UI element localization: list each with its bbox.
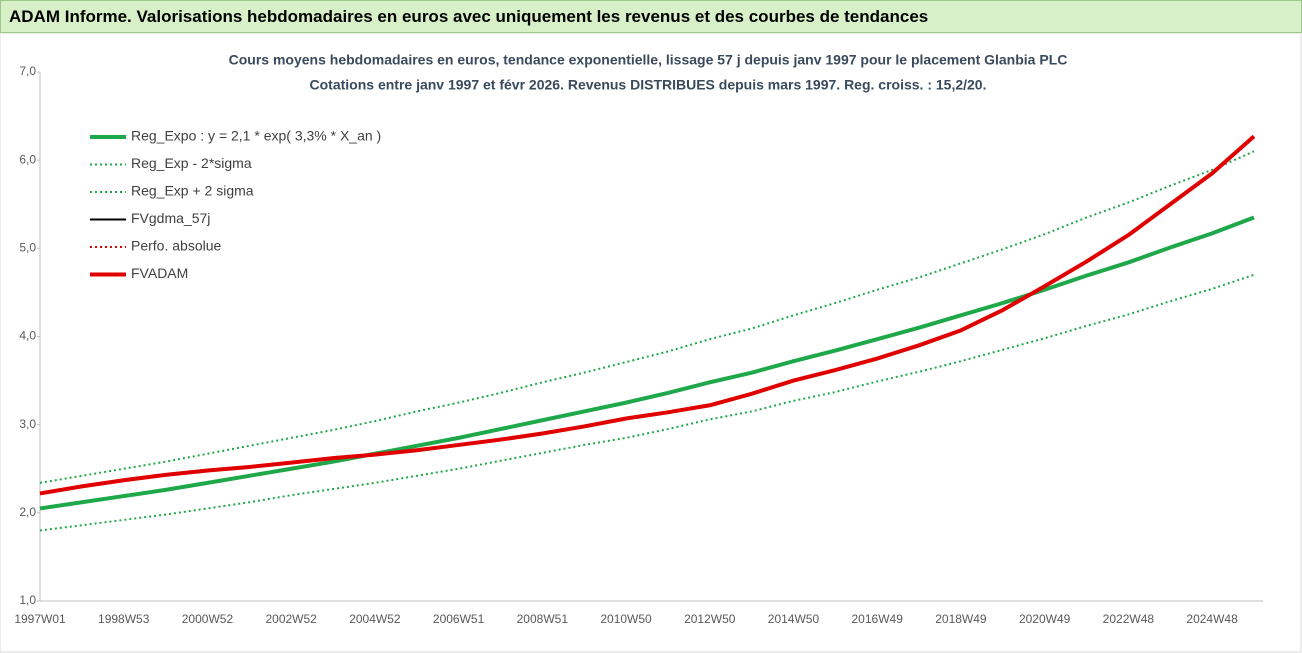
series-line xyxy=(39,150,1255,484)
chart-frame xyxy=(0,33,1302,653)
x-tick-label: 2008W51 xyxy=(517,612,569,626)
x-tick-label: 1997W01 xyxy=(14,612,66,626)
chart: Cours moyens hebdomadaires en euros, ten… xyxy=(0,33,1302,653)
header-title: ADAM Informe. Valorisations hebdomadaire… xyxy=(9,7,929,26)
series-line xyxy=(39,273,1255,532)
x-tick-label: 1998W53 xyxy=(98,612,150,626)
header: ADAM Informe. Valorisations hebdomadaire… xyxy=(0,0,1302,33)
chart-title: Cours moyens hebdomadaires en euros, ten… xyxy=(229,52,1068,68)
x-tick-label: 2010W50 xyxy=(600,612,652,626)
y-tick-label: 2,0 xyxy=(19,505,36,519)
legend-label: Reg_Expo : y = 2,1 * exp( 3,3% * X_an ) xyxy=(131,128,381,144)
y-tick-label: 7,0 xyxy=(19,64,36,78)
x-tick-label: 2002W52 xyxy=(265,612,317,626)
x-tick-label: 2012W50 xyxy=(684,612,736,626)
legend-label: FVADAM xyxy=(131,265,188,281)
legend-label: Reg_Exp + 2 sigma xyxy=(131,183,254,199)
x-tick-label: 2016W49 xyxy=(852,612,904,626)
y-tick-label: 5,0 xyxy=(19,241,36,255)
y-tick-label: 4,0 xyxy=(19,329,36,343)
y-tick-label: 3,0 xyxy=(19,417,36,431)
x-tick-label: 2020W49 xyxy=(1019,612,1071,626)
x-tick-label: 2000W52 xyxy=(182,612,234,626)
legend-label: Reg_Exp - 2*sigma xyxy=(131,155,252,171)
y-tick-label: 6,0 xyxy=(19,152,36,166)
x-tick-label: 2022W48 xyxy=(1103,612,1155,626)
x-tick-label: 2014W50 xyxy=(768,612,820,626)
chart-subtitle: Cotations entre janv 1997 et févr 2026. … xyxy=(310,77,987,93)
series-line xyxy=(39,215,1255,511)
series-line xyxy=(39,134,1256,496)
x-tick-label: 2018W49 xyxy=(935,612,987,626)
x-tick-label: 2006W51 xyxy=(433,612,485,626)
legend-label: FVgdma_57j xyxy=(131,210,210,226)
x-tick-label: 2024W48 xyxy=(1186,612,1238,626)
y-tick-label: 1,0 xyxy=(19,593,36,607)
legend-label: Perfo. absolue xyxy=(131,238,221,254)
x-tick-label: 2004W52 xyxy=(349,612,401,626)
